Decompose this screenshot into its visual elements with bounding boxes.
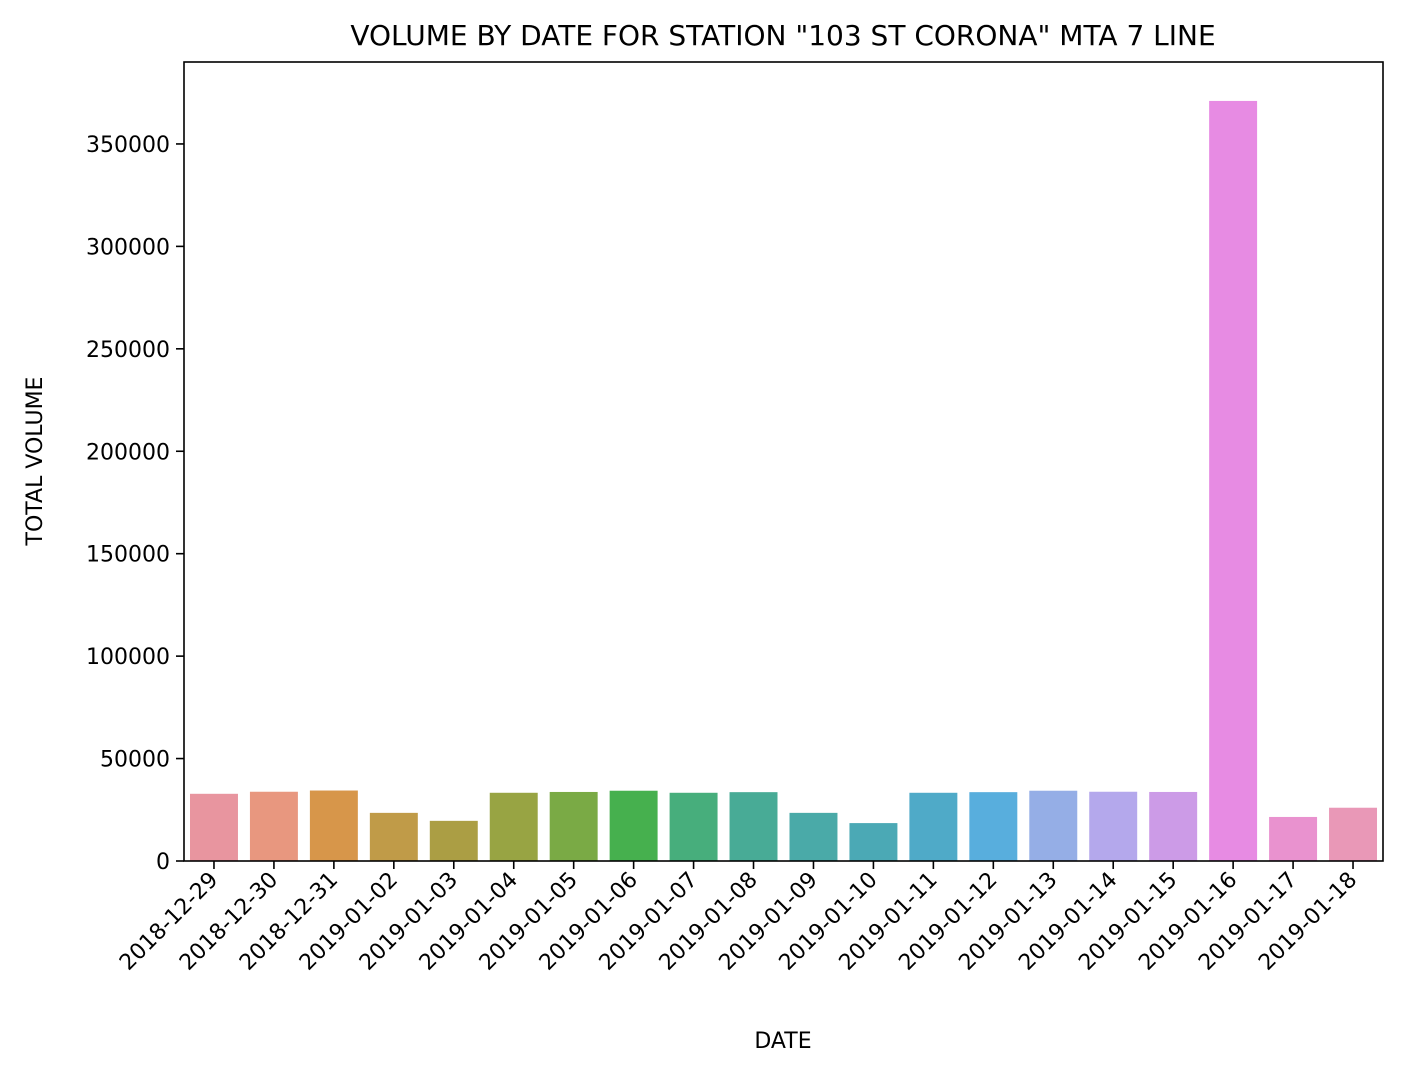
bars-layer (190, 100, 1378, 862)
plot-frame (183, 61, 1384, 862)
y-axis: 0 50000 100000 150000 200000 250000 300000 3500… (86, 133, 184, 875)
y-tick-label: 300000 (86, 235, 170, 260)
y-axis-label: TOTAL VOLUME (23, 377, 48, 547)
y-tick-label: 50000 (100, 748, 170, 773)
bar-2019-01-06 (609, 790, 658, 861)
bar-2019-01-03 (429, 820, 478, 861)
bar-2019-01-02 (369, 812, 418, 861)
y-tick-label: 100000 (86, 645, 170, 670)
bar-2019-01-12 (969, 792, 1018, 861)
y-tick-label: 350000 (86, 133, 170, 158)
bar-2019-01-10 (849, 823, 898, 861)
bar-2019-01-13 (1029, 790, 1078, 861)
x-axis-label: DATE (754, 1029, 811, 1054)
bar-2019-01-04 (489, 792, 538, 861)
bar-2019-01-15 (1149, 791, 1198, 861)
x-axis: 2018-12-292018-12-302018-12-312019-01-02… (115, 861, 1362, 976)
bar-2019-01-09 (789, 812, 838, 861)
bar-2019-01-08 (729, 792, 778, 861)
bar-2018-12-31 (309, 790, 358, 861)
chart-title: VOLUME BY DATE FOR STATION "103 ST CORON… (350, 19, 1215, 52)
bar-2018-12-29 (190, 793, 238, 861)
bar-2019-01-18 (1329, 807, 1378, 861)
bar-2019-01-17 (1269, 816, 1318, 861)
y-tick-label: 200000 (86, 440, 170, 465)
y-tick-label: 250000 (86, 338, 170, 363)
bar-2019-01-16 (1209, 100, 1258, 862)
bar-2018-12-30 (249, 791, 298, 861)
bar-2019-01-11 (909, 792, 958, 861)
bar-2019-01-14 (1089, 791, 1138, 861)
y-tick-label: 150000 (86, 543, 170, 568)
bar-2019-01-07 (669, 792, 718, 861)
bar-2019-01-05 (549, 791, 598, 861)
y-tick-label: 0 (156, 850, 170, 875)
